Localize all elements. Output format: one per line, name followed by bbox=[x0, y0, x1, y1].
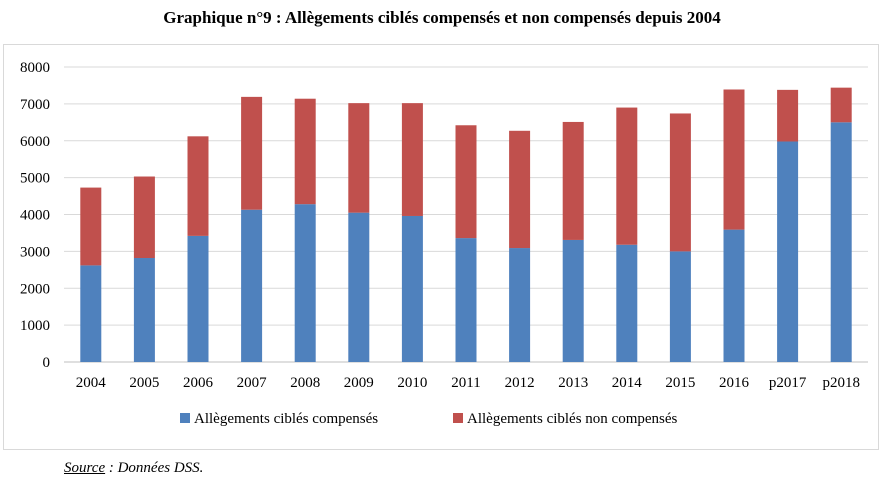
y-tick-label: 4000 bbox=[20, 208, 50, 224]
bar-non-compensated bbox=[241, 96, 263, 210]
bar-compensated bbox=[616, 244, 638, 362]
bar-non-compensated bbox=[187, 136, 209, 236]
legend-swatch-compensated bbox=[180, 413, 190, 423]
bar-compensated bbox=[133, 258, 155, 362]
bar-compensated bbox=[80, 265, 102, 362]
bar-non-compensated bbox=[294, 98, 316, 205]
x-tick-label: p2017 bbox=[769, 375, 807, 391]
bar-non-compensated bbox=[830, 87, 852, 123]
bar-non-compensated bbox=[455, 125, 477, 239]
x-tick-label: 2015 bbox=[665, 375, 695, 391]
x-tick-label: 2011 bbox=[451, 375, 480, 391]
x-tick-label: 2006 bbox=[183, 375, 214, 391]
x-tick-label: 2012 bbox=[505, 375, 535, 391]
chart-frame bbox=[3, 44, 879, 450]
y-tick-label: 0 bbox=[43, 355, 51, 371]
bar-non-compensated bbox=[723, 89, 745, 230]
legend-swatch-non-compensated bbox=[453, 413, 463, 423]
x-tick-label: 2014 bbox=[612, 375, 643, 391]
legend-label-non-compensated: Allègements ciblés non compensés bbox=[467, 411, 678, 427]
x-tick-label: 2010 bbox=[397, 375, 427, 391]
bar-compensated bbox=[777, 141, 799, 362]
x-tick-label: 2004 bbox=[76, 375, 107, 391]
y-tick-label: 5000 bbox=[20, 171, 50, 187]
bar-compensated bbox=[723, 229, 745, 362]
bar-non-compensated bbox=[80, 187, 102, 266]
bar-non-compensated bbox=[509, 130, 531, 249]
bar-non-compensated bbox=[133, 176, 155, 259]
y-tick-label: 6000 bbox=[20, 134, 50, 150]
bar-compensated bbox=[187, 235, 209, 362]
y-tick-label: 7000 bbox=[20, 97, 50, 113]
bar-compensated bbox=[562, 239, 584, 362]
x-tick-label: 2016 bbox=[719, 375, 750, 391]
bar-compensated bbox=[401, 215, 423, 362]
legend-label-compensated: Allègements ciblés compensés bbox=[194, 411, 378, 427]
bar-non-compensated bbox=[401, 103, 423, 216]
x-tick-label: p2018 bbox=[822, 375, 860, 391]
x-tick-label: 2009 bbox=[344, 375, 374, 391]
source-note: Source : Données DSS. bbox=[64, 460, 203, 477]
y-tick-label: 1000 bbox=[20, 318, 50, 334]
x-tick-label: 2013 bbox=[558, 375, 588, 391]
bar-compensated bbox=[509, 248, 531, 362]
y-tick-label: 8000 bbox=[20, 60, 50, 76]
bar-non-compensated bbox=[348, 103, 370, 213]
y-tick-label: 3000 bbox=[20, 244, 50, 260]
x-tick-label: 2005 bbox=[129, 375, 159, 391]
source-label: Source bbox=[64, 460, 106, 476]
stacked-bar-chart: 0 1000 2000 3000 4000 5000 6000 7000 8000 2004 200… bbox=[20, 60, 868, 427]
x-tick-label: 2007 bbox=[237, 375, 268, 391]
bar-compensated bbox=[294, 204, 316, 362]
bar-non-compensated bbox=[777, 89, 799, 142]
bar-compensated bbox=[830, 122, 852, 362]
y-tick-label: 2000 bbox=[20, 281, 50, 297]
bar-compensated bbox=[348, 212, 370, 362]
bar-compensated bbox=[455, 238, 477, 362]
bar-compensated bbox=[241, 209, 263, 362]
bar-non-compensated bbox=[669, 113, 691, 252]
bar-non-compensated bbox=[616, 107, 638, 245]
x-tick-label: 2008 bbox=[290, 375, 320, 391]
chart-title: Graphique n°9 : Allègements ciblés compe… bbox=[163, 8, 721, 27]
bar-non-compensated bbox=[562, 121, 584, 240]
bar-compensated bbox=[669, 251, 691, 362]
source-text: : Données DSS. bbox=[105, 460, 204, 476]
